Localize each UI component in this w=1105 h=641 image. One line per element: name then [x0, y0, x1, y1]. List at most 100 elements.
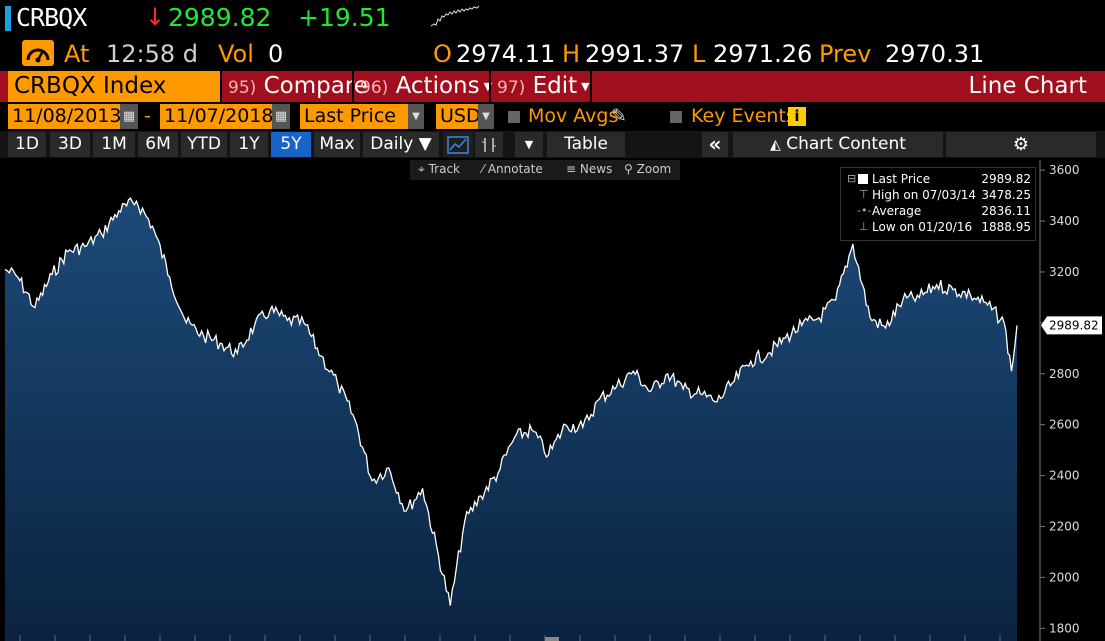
- pencil-icon[interactable]: ✎: [611, 105, 627, 127]
- legend-value: 2989.82: [981, 172, 1031, 186]
- annotate-label: Annotate: [487, 162, 543, 176]
- timeframe-1y[interactable]: 1Y: [230, 132, 268, 157]
- table-button[interactable]: Table: [547, 132, 625, 157]
- zoom-label: Zoom: [636, 162, 672, 176]
- volume-label: Vol: [218, 40, 254, 68]
- legend-row-low: ⊥ Low on 01/20/16 1888.95: [841, 220, 1037, 236]
- settings-gear-icon[interactable]: ⚙: [946, 132, 1096, 157]
- legend-row-average: -•- Average 2836.11: [841, 204, 1037, 220]
- edit-menu[interactable]: 97) Edit ▼: [497, 71, 590, 102]
- menu-divider: [489, 71, 491, 102]
- compare-menu[interactable]: 95) Compare: [228, 71, 368, 102]
- legend-value: 2836.11: [981, 204, 1031, 218]
- annotate-tool[interactable]: ⁄ Annotate: [482, 162, 543, 176]
- last-value-tag: 2989.82: [1041, 316, 1102, 335]
- end-date-input[interactable]: 11/07/2018: [160, 104, 274, 129]
- security-field[interactable]: CRBQX Index: [8, 71, 220, 102]
- dropdown-arrow-icon: ▼: [581, 80, 590, 93]
- actions-num: 96): [360, 78, 389, 98]
- y-tick-label: 2800: [1049, 367, 1080, 381]
- security-color-tag: [5, 6, 11, 31]
- chevron-down-icon[interactable]: ▼: [515, 132, 543, 157]
- period-select[interactable]: Daily ▼: [363, 132, 439, 157]
- news-tool[interactable]: ≡ News: [566, 162, 612, 176]
- last-value-tag-bg: [1041, 316, 1102, 335]
- chart-toolbar: ⌖ Track ⁄ Annotate ≡ News ⚲ Zoom: [410, 160, 680, 180]
- info-icon[interactable]: i: [788, 107, 806, 126]
- menu-divider: [352, 71, 354, 102]
- timeframe-6m[interactable]: 6M: [138, 132, 178, 157]
- down-arrow-icon: ↓: [145, 3, 166, 31]
- chevron-down-icon[interactable]: ▼: [408, 104, 424, 129]
- chart-settings-row: 11/08/2013 ▦ - 11/07/2018 ▦ Last Price ▼…: [0, 103, 1105, 130]
- magnifier-icon: ⚲: [624, 162, 633, 176]
- calendar-icon[interactable]: ▦: [120, 104, 138, 129]
- prev-value: 2970.31: [885, 40, 985, 68]
- crosshair-icon: ⌖: [418, 162, 425, 176]
- actions-menu[interactable]: 96) Actions ▼: [360, 71, 492, 102]
- price-chart[interactable]: 1800200022002400260028003000320034003600…: [0, 160, 1105, 641]
- timeframe-max[interactable]: Max: [314, 132, 360, 157]
- y-tick-label: 2600: [1049, 418, 1080, 432]
- chart-type-label[interactable]: Line Chart: [968, 73, 1087, 99]
- bar-chart-mode-icon[interactable]: [475, 132, 503, 157]
- mov-avgs-label[interactable]: Mov Avgs: [528, 105, 619, 127]
- track-label: Track: [428, 162, 460, 176]
- legend-row-last-price: ⊟ Last Price 2989.82: [841, 172, 1037, 188]
- legend-label: Last Price: [872, 172, 931, 186]
- quote-time: 12:58 d: [106, 40, 199, 68]
- field-select[interactable]: Last Price: [300, 104, 408, 129]
- period-label: Daily: [370, 134, 414, 154]
- chart-content-icon: ◭: [770, 137, 781, 153]
- y-tick-label: 2000: [1049, 570, 1080, 584]
- y-tick-label: 3600: [1049, 163, 1080, 177]
- last-value-label: 2989.82: [1049, 318, 1099, 332]
- net-change: +19.51: [298, 3, 391, 32]
- caret-down-icon: ▼: [418, 134, 432, 154]
- timeframe-5y[interactable]: 5Y: [271, 132, 311, 157]
- quote-detail-row: At 12:58 d Vol 0 O 2974.11 H 2991.37 L 2…: [0, 38, 1105, 70]
- open-value: 2974.11: [456, 40, 556, 68]
- chart-content-button[interactable]: ◭ Chart Content: [733, 132, 943, 157]
- low-value: 2971.26: [713, 40, 813, 68]
- low-marker-icon: ⊥: [859, 220, 869, 233]
- mov-avgs-checkbox[interactable]: [508, 111, 520, 123]
- average-marker-icon: -•-: [857, 204, 872, 217]
- legend-value: 1888.95: [981, 220, 1031, 234]
- timeframe-ytd[interactable]: YTD: [181, 132, 227, 157]
- currency-select[interactable]: USD: [436, 104, 481, 129]
- timeframe-3d[interactable]: 3D: [50, 132, 90, 157]
- at-label: At: [64, 40, 90, 68]
- function-bar: CRBQX Index 95) Compare 96) Actions ▼ 97)…: [0, 71, 1105, 102]
- menu-divider: [220, 71, 222, 102]
- key-events-checkbox[interactable]: [670, 111, 682, 123]
- start-date-input[interactable]: 11/08/2013: [8, 104, 122, 129]
- timeframe-1m[interactable]: 1M: [93, 132, 135, 157]
- zoom-tool[interactable]: ⚲ Zoom: [624, 162, 671, 176]
- chart-legend[interactable]: ⊟ Last Price 2989.82 ⊤ High on 07/03/14 …: [840, 167, 1036, 241]
- ticker-symbol[interactable]: CRBQX: [16, 3, 87, 32]
- date-separator: -: [144, 105, 151, 127]
- speedometer-icon[interactable]: [22, 40, 54, 66]
- timeframe-bar: 1D 3D 1M 6M YTD 1Y 5Y Max Daily ▼ ▼ Tabl…: [0, 131, 1105, 158]
- legend-label: High on 07/03/14: [872, 188, 977, 202]
- collapse-icon[interactable]: ⊟: [847, 172, 857, 185]
- calendar-icon[interactable]: ▦: [272, 104, 290, 129]
- open-label: O: [433, 40, 452, 68]
- pencil-icon: ⁄: [482, 162, 485, 176]
- scroll-handle: [545, 637, 559, 641]
- key-events-label[interactable]: Key Events: [691, 105, 796, 127]
- y-tick-label: 3400: [1049, 214, 1080, 228]
- high-value: 2991.37: [585, 40, 685, 68]
- price-chart-svg[interactable]: 1800200022002400260028003000320034003600…: [0, 160, 1105, 641]
- quote-header: CRBQX ↓ 2989.82 +19.51: [0, 0, 1105, 38]
- chevron-down-icon[interactable]: ▼: [478, 104, 494, 129]
- volume-value: 0: [268, 40, 284, 68]
- line-chart-mode-icon[interactable]: [443, 132, 473, 157]
- collapse-left-icon[interactable]: «: [702, 132, 728, 157]
- legend-label: Average: [872, 204, 922, 218]
- track-tool[interactable]: ⌖ Track: [418, 162, 460, 177]
- timeframe-1d[interactable]: 1D: [8, 132, 46, 157]
- compare-label: Compare: [263, 73, 368, 99]
- edit-label: Edit: [532, 73, 578, 99]
